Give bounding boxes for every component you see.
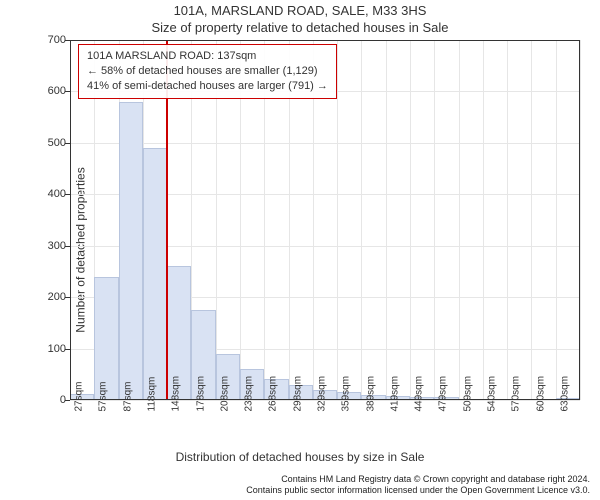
gridline-h (70, 40, 580, 41)
y-tick-label: 0 (26, 394, 66, 406)
gridline-v (483, 40, 484, 400)
y-tick-label: 200 (26, 291, 66, 303)
y-tick-label: 600 (26, 85, 66, 97)
annotation-line: 41% of semi-detached houses are larger (… (87, 79, 328, 94)
gridline-v (337, 40, 338, 400)
gridline-v (70, 40, 71, 400)
title-sub: Size of property relative to detached ho… (0, 20, 600, 35)
annotation-line: 101A MARSLAND ROAD: 137sqm (87, 49, 328, 64)
gridline-v (361, 40, 362, 400)
y-tick-label: 300 (26, 240, 66, 252)
annotation-box: 101A MARSLAND ROAD: 137sqm← 58% of detac… (78, 44, 337, 99)
y-tick-label: 500 (26, 137, 66, 149)
gridline-v (386, 40, 387, 400)
x-axis-label: Distribution of detached houses by size … (0, 450, 600, 464)
y-tick-label: 100 (26, 343, 66, 355)
gridline-h (70, 143, 580, 144)
y-tick-mark (65, 143, 70, 144)
y-tick-mark (65, 194, 70, 195)
y-tick-mark (65, 40, 70, 41)
gridline-v (580, 40, 581, 400)
y-tick-mark (65, 297, 70, 298)
y-tick-label: 700 (26, 34, 66, 46)
y-tick-label: 400 (26, 188, 66, 200)
title-main: 101A, MARSLAND ROAD, SALE, M33 3HS (0, 3, 600, 18)
footer-line-1: Contains HM Land Registry data © Crown c… (0, 474, 590, 485)
y-tick-mark (65, 400, 70, 401)
plot-area: 101A MARSLAND ROAD: 137sqm← 58% of detac… (70, 40, 580, 400)
gridline-v (459, 40, 460, 400)
gridline-v (556, 40, 557, 400)
histogram-bar (143, 148, 167, 400)
footer-attribution: Contains HM Land Registry data © Crown c… (0, 474, 590, 497)
gridline-v (410, 40, 411, 400)
gridline-v (531, 40, 532, 400)
y-tick-mark (65, 349, 70, 350)
histogram-bar (119, 102, 143, 400)
annotation-line: ← 58% of detached houses are smaller (1,… (87, 64, 328, 79)
gridline-v (507, 40, 508, 400)
footer-line-2: Contains public sector information licen… (0, 485, 590, 496)
y-tick-mark (65, 246, 70, 247)
chart-page: 101A, MARSLAND ROAD, SALE, M33 3HS Size … (0, 0, 600, 500)
y-tick-mark (65, 91, 70, 92)
gridline-v (434, 40, 435, 400)
